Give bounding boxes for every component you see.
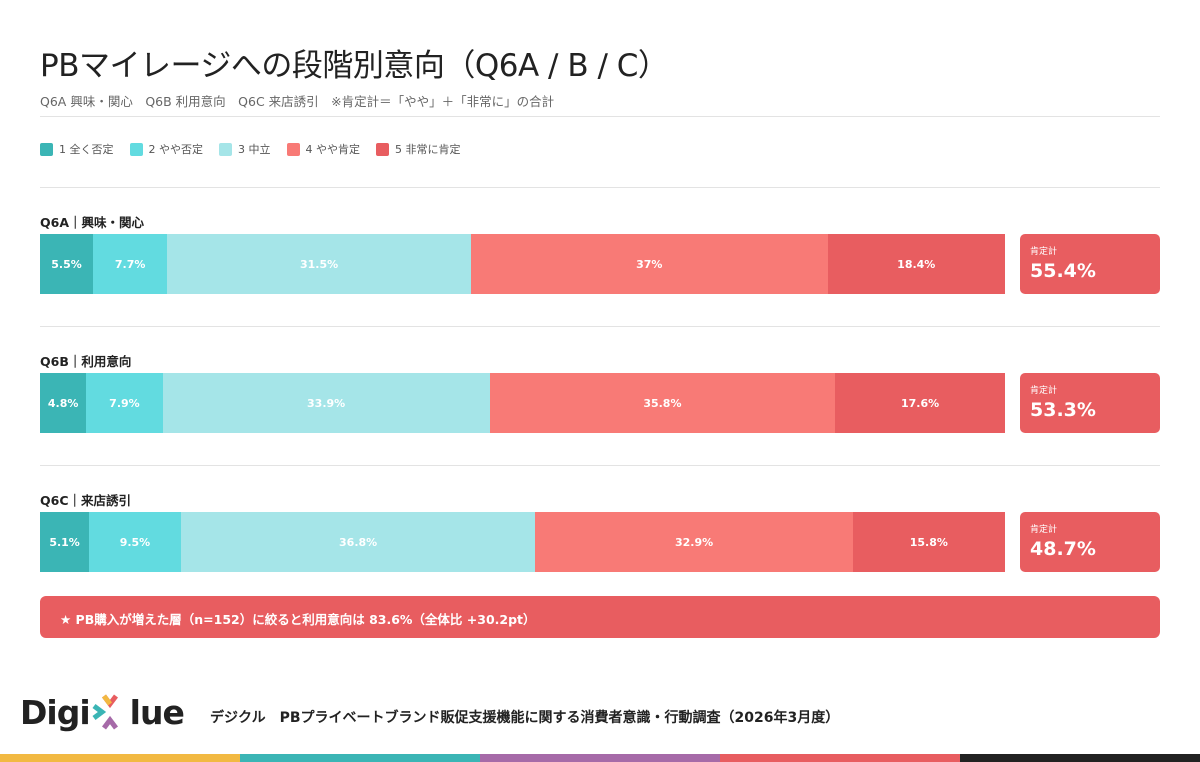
total-value: 48.7%: [1030, 538, 1096, 560]
bar-segment: 31.5%: [167, 234, 471, 294]
highlight-note: ★ PB購入が増えた層（n=152）に絞ると利用意向は 83.6%（全体比 +3…: [40, 596, 1160, 638]
bar-segment: 4.8%: [40, 373, 87, 433]
legend-item: 5 非常に肯定: [376, 141, 461, 157]
stacked-bar: 4.8% 7.9% 33.9% 35.8% 17.6%: [40, 373, 1005, 433]
bar-segment: 7.9%: [86, 373, 163, 433]
bar-segment: 37%: [470, 234, 828, 294]
page-title: PBマイレージへの段階別意向（Q6A / B / C）: [40, 48, 669, 84]
stacked-bar: 5.1% 9.5% 36.8% 32.9% 15.8%: [40, 512, 1005, 572]
legend-swatch: [129, 142, 143, 156]
divider: [40, 465, 1160, 466]
legend-label: 1 全く否定: [59, 143, 114, 156]
bar-segment: 15.8%: [852, 512, 1005, 572]
legend: 1 全く否定 2 やや否定 3 中立 4 やや肯定 5 非常に肯定: [40, 141, 461, 157]
stacked-bar: 5.5% 7.7% 31.5% 37% 18.4%: [40, 234, 1005, 294]
bar-segment: 18.4%: [827, 234, 1005, 294]
bar-segment: 32.9%: [535, 512, 853, 572]
total-label: 肯定計: [1030, 525, 1058, 535]
bar-segment: 9.5%: [89, 512, 181, 572]
total-label: 肯定計: [1030, 247, 1058, 257]
legend-swatch: [376, 142, 389, 156]
legend-label: 5 非常に肯定: [395, 143, 461, 156]
legend-label: 4 やや肯定: [305, 143, 361, 156]
total-label: 肯定計: [1030, 386, 1058, 396]
bar-segment: 35.8%: [489, 373, 836, 433]
bar-segment: 33.9%: [162, 373, 490, 433]
divider: [40, 116, 1160, 117]
legend-swatch: [40, 142, 53, 156]
divider: [40, 326, 1160, 327]
footer-stripe: [240, 754, 480, 762]
legend-item: 3 中立: [219, 141, 271, 157]
legend-label: 3 中立: [238, 143, 271, 156]
footer-stripe: [480, 754, 720, 762]
positive-total-box: 肯定計 48.7%: [1020, 512, 1160, 572]
legend-label: 2 やや否定: [148, 143, 204, 156]
footer-stripe: [720, 754, 960, 762]
row-label: Q6B｜利用意向: [40, 354, 132, 369]
bar-segment: 7.7%: [93, 234, 168, 294]
digiclue-logo: Digi lue: [20, 692, 185, 732]
legend-item: 1 全く否定: [40, 141, 114, 157]
page-subtitle: Q6A 興味・関心 Q6B 利用意向 Q6C 来店誘引 ※肯定計＝「やや」＋「非…: [40, 94, 555, 109]
footer-text: デジクル PBプライベートブランド販促支援機能に関する消費者意識・行動調査（20…: [210, 710, 840, 726]
total-value: 55.4%: [1030, 260, 1096, 282]
footer-stripe: [960, 754, 1200, 762]
bar-segment: 5.1%: [40, 512, 90, 572]
positive-total-box: 肯定計 55.4%: [1020, 234, 1160, 294]
footer-stripe: [0, 754, 240, 762]
row-label: Q6C｜来店誘引: [40, 493, 131, 508]
divider: [40, 187, 1160, 188]
bar-segment: 36.8%: [180, 512, 536, 572]
legend-item: 4 やや肯定: [286, 141, 361, 157]
bar-segment: 17.6%: [835, 373, 1005, 433]
legend-swatch: [286, 142, 300, 156]
row-label: Q6A｜興味・関心: [40, 215, 144, 230]
bar-segment: 5.5%: [40, 234, 94, 294]
logo-mark-icon: [92, 694, 118, 730]
legend-swatch: [219, 142, 232, 156]
legend-item: 2 やや否定: [129, 141, 204, 157]
total-value: 53.3%: [1030, 399, 1096, 421]
positive-total-box: 肯定計 53.3%: [1020, 373, 1160, 433]
